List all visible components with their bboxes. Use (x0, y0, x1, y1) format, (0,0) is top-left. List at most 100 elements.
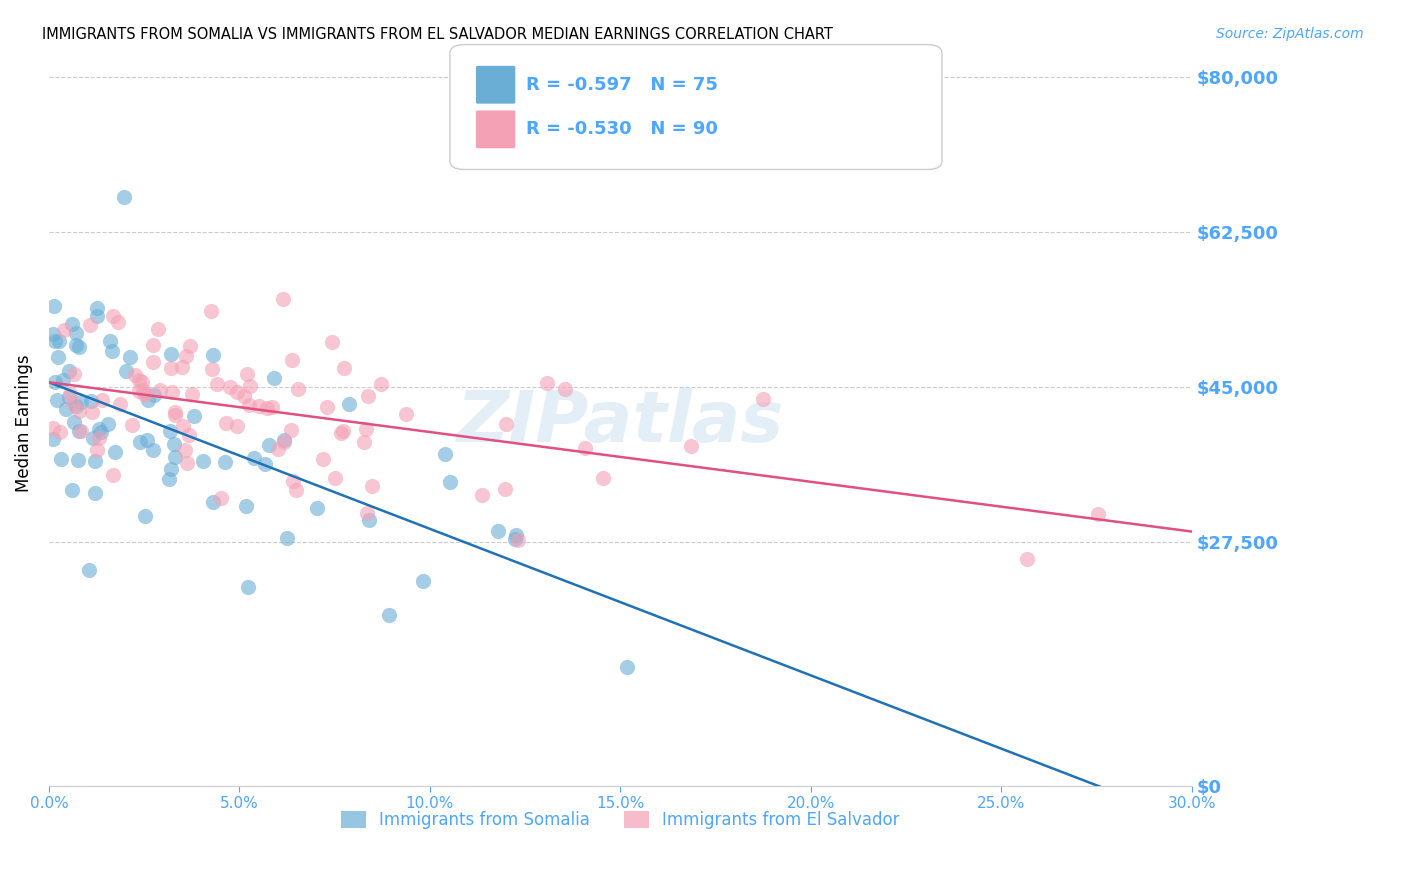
Point (225, 384, 247, 399)
Point (90, 425, 112, 440)
Point (752, 392, 775, 406)
Point (110, 397, 132, 411)
Point (486, 524, 509, 538)
Point (160, 347, 183, 361)
Point (163, 408, 186, 422)
Point (69, 395, 91, 409)
Point (412, 574, 434, 588)
Point (273, 434, 295, 449)
Point (172, 418, 194, 433)
Point (80, 393, 103, 408)
Point (271, 292, 294, 306)
Point (592, 471, 614, 485)
Point (55, 401, 77, 416)
Point (536, 376, 558, 390)
Point (148, 322, 170, 336)
Point (91, 392, 114, 407)
Point (177, 428, 200, 442)
Point (273, 433, 295, 447)
Point (176, 349, 198, 363)
Point (215, 417, 238, 431)
Point (679, 439, 702, 453)
Point (263, 371, 285, 385)
Point (60, 483, 83, 498)
Point (267, 442, 290, 457)
Point (233, 389, 256, 403)
Point (84, 486, 107, 500)
Point (51, 451, 73, 466)
Point (112, 190, 135, 204)
Point (53, 323, 76, 337)
Point (63, 367, 86, 381)
Point (554, 382, 576, 396)
Point (142, 355, 165, 369)
Point (86, 442, 108, 457)
Point (67, 403, 90, 417)
Point (495, 417, 517, 431)
Point (247, 399, 270, 413)
Point (46, 393, 69, 408)
Point (115, 363, 138, 377)
Point (67, 340, 90, 354)
Point (77, 563, 100, 577)
Text: IMMIGRANTS FROM SOMALIA VS IMMIGRANTS FROM EL SALVADOR MEDIAN EARNINGS CORRELATI: IMMIGRANTS FROM SOMALIA VS IMMIGRANTS FR… (42, 27, 832, 42)
Point (79, 318, 101, 333)
Point (44, 375, 66, 389)
Point (238, 398, 260, 412)
Point (284, 483, 307, 498)
Point (307, 501, 329, 516)
Point (283, 474, 305, 488)
Point (58, 364, 80, 378)
Point (67, 424, 90, 438)
Text: R = -0.530   N = 90: R = -0.530 N = 90 (526, 120, 717, 138)
Point (128, 373, 150, 387)
Point (361, 479, 384, 493)
Point (67, 452, 90, 467)
Point (235, 500, 257, 514)
Point (142, 443, 165, 458)
Legend: Immigrants from Somalia, Immigrants from El Salvador: Immigrants from Somalia, Immigrants from… (335, 804, 907, 836)
Point (323, 471, 346, 485)
Point (201, 362, 224, 376)
Point (87, 431, 110, 445)
Point (59, 387, 82, 401)
Point (312, 452, 335, 467)
Point (214, 455, 236, 469)
Point (132, 383, 155, 397)
Point (121, 417, 143, 432)
Point (321, 334, 343, 349)
Point (42, 421, 65, 435)
Point (262, 400, 284, 414)
Point (46, 350, 69, 364)
Point (332, 425, 354, 439)
Point (395, 407, 418, 421)
Point (103, 444, 125, 458)
Point (174, 443, 197, 458)
Point (333, 361, 356, 376)
Point (574, 441, 596, 455)
Point (211, 491, 233, 505)
Point (170, 360, 193, 375)
Point (159, 462, 181, 476)
Point (128, 384, 150, 398)
Point (243, 451, 266, 466)
Text: ZIPatlas: ZIPatlas (457, 388, 785, 458)
Point (160, 360, 183, 375)
Point (69, 424, 91, 438)
Point (101, 467, 124, 482)
Point (191, 454, 214, 468)
Point (58, 390, 80, 404)
Point (356, 506, 378, 520)
Point (503, 533, 526, 547)
Point (44, 334, 66, 348)
Point (357, 512, 380, 526)
Point (259, 438, 281, 452)
Point (135, 387, 157, 401)
Point (87, 422, 110, 436)
Point (176, 457, 198, 471)
Point (107, 315, 129, 329)
Point (131, 376, 153, 390)
Point (434, 447, 457, 461)
Point (471, 488, 494, 502)
Point (157, 472, 180, 486)
